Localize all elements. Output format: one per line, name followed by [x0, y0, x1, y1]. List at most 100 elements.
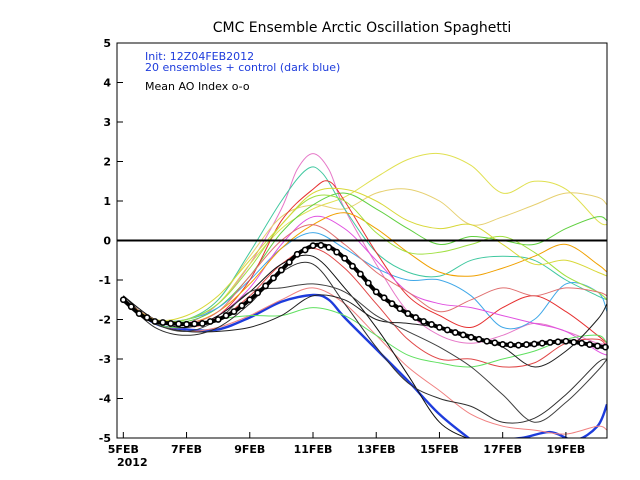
x-tick-label: 9FEB — [234, 443, 265, 456]
mean-ao-marker — [143, 314, 151, 321]
members-annotation: 20 ensembles + control (dark blue) — [145, 61, 340, 74]
x-tick-label: 11FEB — [294, 443, 333, 456]
x-tick-label: 5FEB — [108, 443, 139, 456]
mean-ao-marker — [594, 342, 601, 350]
mean-ao-marker — [301, 246, 309, 254]
y-tick-label: 2 — [103, 156, 111, 169]
ensemble-member-line-7 — [123, 192, 607, 324]
mean-ao-marker — [483, 337, 491, 345]
mean-ao-marker — [562, 337, 570, 345]
mean-ao-marker — [277, 266, 285, 274]
mean-ao-marker — [586, 341, 594, 348]
y-tick-label: 5 — [103, 37, 111, 50]
ensemble-member-line-1 — [122, 293, 471, 438]
mean-ao-marker — [420, 318, 428, 325]
mean-ao-marker — [333, 248, 341, 256]
mean-ao-marker — [293, 250, 301, 258]
chart-title: CMC Ensemble Arctic Oscillation Spaghett… — [213, 20, 512, 36]
mean-ao-marker — [491, 339, 499, 347]
mean-ao-marker — [119, 296, 127, 304]
y-tick-label: -3 — [99, 353, 111, 366]
mean-ao-marker — [309, 242, 317, 250]
ensemble-member-line-5 — [123, 188, 607, 323]
mean-ao-marker — [191, 320, 198, 328]
ensemble-member-line-17 — [122, 294, 607, 368]
x-tick-label: 17FEB — [483, 443, 522, 456]
mean-ao-marker — [546, 339, 554, 346]
mean-ao-marker — [530, 340, 538, 348]
y-tick-label: -1 — [99, 274, 111, 287]
mean-ao-marker — [254, 289, 262, 297]
mean-ao-marker — [396, 305, 404, 313]
mean-ao-marker — [475, 335, 483, 343]
ensemble-member-line-21 — [123, 187, 607, 322]
mean-ao-marker — [349, 262, 356, 270]
mean-ao-marker — [238, 302, 246, 310]
ensemble-member-line-8 — [123, 232, 607, 330]
mean-ao-marker — [380, 294, 388, 302]
mean-ao-marker — [285, 258, 293, 266]
mean-ao-marker — [522, 341, 530, 348]
mean-ao-marker — [159, 319, 167, 326]
y-axis: 5 4 3 2 1 0 -1 -2 -3 -4 -5 — [99, 37, 123, 445]
y-tick-label: 3 — [103, 116, 111, 129]
mean-ao-marker — [538, 339, 546, 347]
x-year-label: 2012 — [117, 456, 148, 469]
x-axis: 5FEB 7FEB 9FEB 11FEB 13FEB 15FEB 17FEB 19FEB — [108, 432, 585, 456]
mean-ao-marker — [222, 312, 230, 319]
mean-ao-marker — [372, 288, 380, 296]
mean-ao-marker — [167, 320, 175, 327]
mean-ao-marker — [436, 323, 443, 331]
ensemble-member-line-20 — [123, 224, 607, 325]
mean-ao-marker — [183, 320, 190, 328]
mean-ao-marker — [428, 321, 435, 328]
mean-ao-marker — [404, 310, 412, 317]
series-layer — [117, 152, 607, 438]
mean-ao-marker — [270, 274, 277, 282]
mean-ao-marker — [175, 320, 183, 328]
x-tick-label: 13FEB — [357, 443, 396, 456]
mean-series-layer — [119, 241, 609, 351]
ensemble-member-line-4 — [123, 152, 607, 323]
x-tick-label: 19FEB — [547, 443, 586, 456]
ensemble-member-line-15 — [123, 299, 607, 368]
ensemble-member-line-14 — [123, 194, 607, 323]
mean-ao-marker — [317, 241, 325, 249]
y-tick-label: 4 — [103, 77, 111, 90]
ensemble-member-line-11 — [123, 287, 607, 435]
ensemble-member-line-2 — [507, 403, 607, 438]
x-tick-label: 15FEB — [420, 443, 459, 456]
mean-ao-marker — [325, 243, 333, 251]
mean-ao-marker — [467, 333, 475, 341]
ensemble-member-line-18 — [122, 261, 607, 424]
mean-ao-marker — [246, 296, 254, 304]
mean-ao-marker — [451, 329, 459, 336]
mean-ao-marker — [554, 338, 562, 346]
mean-ao-marker — [135, 310, 143, 317]
mean-ao-marker — [262, 282, 269, 290]
mean-ao-marker — [341, 254, 349, 262]
mean-ao-marker — [230, 308, 238, 315]
mean-ao-marker — [443, 326, 451, 334]
mean-ao-marker — [206, 318, 214, 325]
ensemble-member-line-19 — [123, 283, 607, 423]
mean-ao-marker — [214, 316, 222, 323]
mean-ao-marker — [364, 279, 372, 287]
mean-annotation: Mean AO Index o-o — [145, 80, 250, 93]
mean-ao-marker — [459, 331, 467, 339]
mean-ao-marker — [198, 320, 206, 327]
mean-ao-marker — [412, 314, 420, 321]
ensemble-member-line-6 — [123, 166, 607, 323]
mean-ao-marker — [388, 300, 396, 308]
y-tick-label: -2 — [99, 314, 111, 327]
y-tick-label: -5 — [99, 432, 111, 445]
mean-ao-marker — [507, 341, 514, 349]
y-tick-label: 1 — [103, 195, 111, 208]
mean-ao-marker — [357, 270, 364, 278]
mean-ao-marker — [127, 303, 135, 311]
x-tick-label: 7FEB — [171, 443, 202, 456]
y-tick-label: 0 — [103, 235, 111, 248]
mean-ao-marker — [570, 338, 578, 346]
mean-ao-marker — [151, 318, 159, 325]
